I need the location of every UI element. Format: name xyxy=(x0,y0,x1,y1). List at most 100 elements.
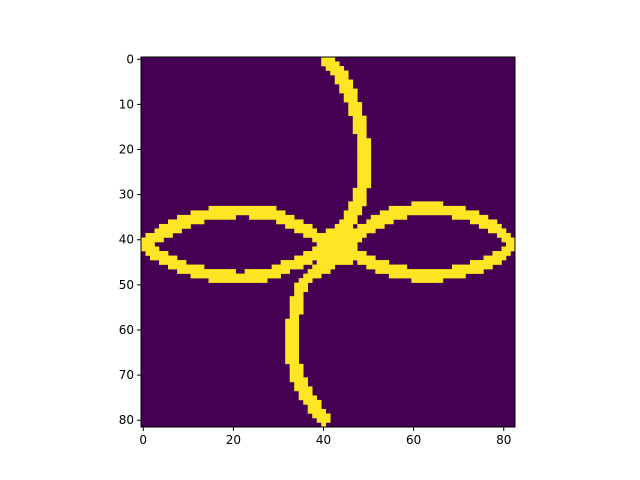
heatmap-cell-run xyxy=(312,264,336,270)
heatmap-cell-run xyxy=(343,214,358,220)
heatmap-cell-run xyxy=(343,97,358,103)
heatmap-cell-run xyxy=(501,237,516,243)
heatmap-cell-run xyxy=(285,336,300,342)
heatmap-cell-run xyxy=(177,214,236,220)
heatmap-cell-run xyxy=(285,332,300,338)
heatmap-cell-run xyxy=(357,133,367,139)
heatmap-cell-run xyxy=(276,219,304,225)
heatmap-cell-run xyxy=(357,147,372,153)
heatmap-cell-run xyxy=(469,219,498,225)
heatmap-cell-run xyxy=(478,223,502,229)
heatmap-cell-run xyxy=(348,205,363,211)
heatmap-cell-run xyxy=(352,124,367,130)
heatmap-cell-run xyxy=(334,79,354,85)
heatmap-cell-run xyxy=(316,260,354,265)
heatmap-cell-run xyxy=(289,300,304,306)
heatmap-cell-run xyxy=(411,278,444,283)
heatmap-cell-run xyxy=(294,381,309,387)
heatmap-cell-run xyxy=(451,214,489,220)
heatmap-cell-run xyxy=(357,160,372,166)
heatmap-cell-run xyxy=(312,246,358,252)
heatmap-cell-run xyxy=(141,246,160,252)
heatmap-cell-run xyxy=(141,242,155,247)
heatmap-cell-run xyxy=(289,377,309,383)
heatmap-cell-run xyxy=(289,309,304,315)
heatmap-cell-run xyxy=(321,61,340,67)
heatmap-cell-run xyxy=(352,115,367,121)
heatmap-cell-run xyxy=(249,214,295,220)
heatmap-cell-run xyxy=(316,242,358,247)
y-tick-label: 70 xyxy=(119,368,134,382)
heatmap-cell-run xyxy=(357,165,372,171)
y-tick-label: 20 xyxy=(119,143,134,157)
heatmap-cell-run xyxy=(366,264,408,270)
heatmap-cell-run xyxy=(303,273,322,279)
heatmap-cell-run xyxy=(339,84,354,89)
heatmap-cell-run xyxy=(505,242,516,247)
heatmap-cell-run xyxy=(366,219,394,225)
heatmap-cell-run xyxy=(244,269,290,274)
heatmap-cell-run xyxy=(501,246,516,252)
heatmap-cell-run xyxy=(325,228,376,234)
heatmap-cell-run xyxy=(285,354,300,360)
heatmap-cell-run xyxy=(150,255,178,261)
heatmap-cell-run xyxy=(357,169,372,175)
x-tick-label: 0 xyxy=(139,433,147,447)
heatmap-cell-run xyxy=(294,291,304,297)
heatmap-cell-run xyxy=(379,210,480,216)
heatmap-cell-run xyxy=(339,88,358,94)
heatmap-cell-run xyxy=(483,255,507,261)
heatmap-cell-run xyxy=(348,111,363,116)
heatmap-cell-run xyxy=(316,417,331,423)
heatmap-cell-run xyxy=(334,75,349,80)
heatmap-cell-run xyxy=(285,341,300,347)
heatmap-cell-run xyxy=(298,278,313,283)
heatmap-cell-run xyxy=(289,372,304,378)
x-tick-label: 80 xyxy=(496,433,511,447)
heatmap-cell-run xyxy=(352,129,367,135)
heatmap-cell-run xyxy=(285,327,300,333)
y-tick-label: 50 xyxy=(119,278,134,292)
heatmap-cell-run xyxy=(285,359,300,365)
heatmap-cell-run xyxy=(154,228,182,234)
heatmap-cell-run xyxy=(343,93,358,98)
heatmap-cell-run xyxy=(321,422,327,428)
heatmap-cell-run xyxy=(294,228,318,234)
heatmap-cell-run xyxy=(145,251,169,256)
heatmap-cell-run xyxy=(469,260,502,265)
heatmap-cell-run xyxy=(285,323,300,329)
heatmap-cell-run xyxy=(177,269,236,274)
y-tick-label: 40 xyxy=(119,233,134,247)
heatmap-cell-run xyxy=(357,260,390,265)
heatmap-cell-run xyxy=(357,223,385,229)
heatmap-cell-run xyxy=(285,350,300,356)
heatmap-cell-run xyxy=(307,408,327,414)
heatmap-cell-run xyxy=(492,251,511,256)
heatmap-cell-run xyxy=(352,187,367,193)
heatmap-cell-run xyxy=(285,318,300,324)
heatmap-cell-run xyxy=(388,273,466,279)
heatmap-cell-run xyxy=(375,269,484,274)
heatmap-cell-run xyxy=(334,223,354,229)
heatmap-cell-run xyxy=(487,228,507,234)
heatmap-cell-run xyxy=(190,273,281,279)
heatmap-cell-run xyxy=(285,345,300,351)
heatmap-cell-run xyxy=(357,174,372,180)
heatmap-image xyxy=(141,57,516,428)
y-tick-label: 30 xyxy=(119,188,134,202)
heatmap-cell-run xyxy=(294,282,309,288)
heatmap-cell-run xyxy=(159,260,187,265)
heatmap-cell-run xyxy=(352,196,367,202)
heatmap-cell-run xyxy=(325,66,345,71)
heatmap-cell-run xyxy=(357,178,372,184)
heatmap-cell-run xyxy=(159,223,191,229)
y-tick-label: 80 xyxy=(119,413,134,427)
heatmap-cell-run xyxy=(312,413,331,419)
x-tick-label: 20 xyxy=(226,433,241,447)
x-tick-label: 40 xyxy=(316,433,331,447)
heatmap-cell-run xyxy=(451,264,493,270)
x-tick-label: 60 xyxy=(406,433,421,447)
heatmap-cell-run xyxy=(294,386,313,392)
heatmap-cell-run xyxy=(352,192,367,198)
